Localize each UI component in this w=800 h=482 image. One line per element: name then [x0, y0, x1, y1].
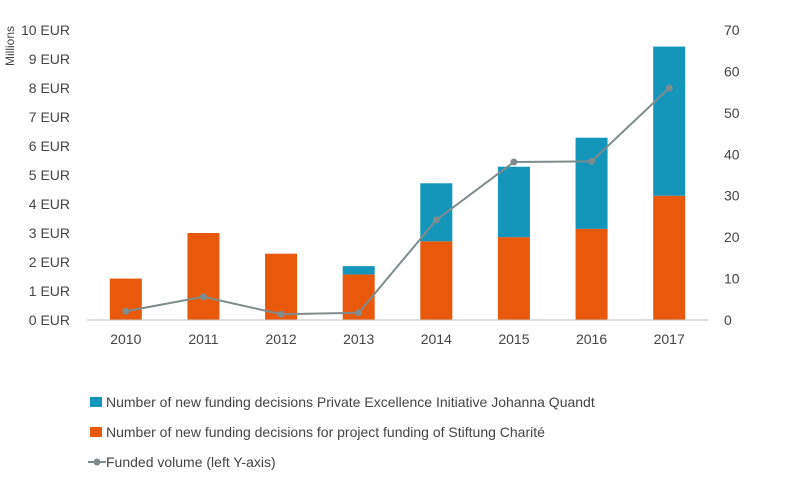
- funded-volume-point-2012: [277, 310, 285, 318]
- legend-label: Funded volume (left Y-axis): [106, 454, 276, 470]
- left-axis-tick-label: 3 EUR: [29, 225, 70, 241]
- bar-charite-2014: [420, 241, 453, 320]
- x-axis-tick-label: 2013: [343, 331, 374, 347]
- funded-volume-point-2010: [122, 307, 130, 315]
- x-axis-tick-label: 2010: [110, 331, 141, 347]
- legend-label: Number of new funding decisions for proj…: [106, 424, 545, 440]
- left-axis-tick-label: 1 EUR: [29, 283, 70, 299]
- right-axis-tick-label: 40: [724, 146, 740, 162]
- legend-label: Number of new funding decisions Private …: [106, 394, 595, 410]
- funded-volume-point-2011: [199, 293, 207, 301]
- funded-volume-line: [125, 87, 670, 316]
- x-axis-tick-label: 2017: [654, 331, 685, 347]
- bar-quandt-2017: [653, 46, 686, 196]
- legend-swatch-quandt: [90, 397, 102, 407]
- right-axis-tick-label: 60: [724, 63, 740, 79]
- right-axis-tick-label: 30: [724, 188, 740, 204]
- right-axis-tick-label: 10: [724, 271, 740, 287]
- left-axis-tick-label: 0 EUR: [29, 312, 70, 328]
- bar-charite-2015: [497, 237, 530, 320]
- x-axis-tick-label: 2012: [265, 331, 296, 347]
- bar-charite-2016: [575, 228, 608, 320]
- legend-line-marker: [93, 458, 101, 466]
- bar-charite-2011: [187, 233, 220, 320]
- left-axis-tick-label: 9 EUR: [29, 51, 70, 67]
- funded-volume-point-2015: [510, 158, 518, 166]
- left-axis-tick-label: 4 EUR: [29, 196, 70, 212]
- funded-volume-point-2013: [355, 309, 363, 317]
- funded-volume-point-2016: [588, 157, 596, 165]
- bar-quandt-2013: [342, 266, 375, 275]
- bar-quandt-2016: [575, 137, 608, 229]
- legend-swatch-charite: [90, 427, 102, 437]
- left-axis-tick-label: 8 EUR: [29, 80, 70, 96]
- left-axis-title: Millions: [3, 26, 17, 66]
- bar-quandt-2015: [497, 166, 530, 238]
- left-axis-tick-label: 6 EUR: [29, 138, 70, 154]
- funded-volume-point-2017: [665, 84, 673, 92]
- right-axis-tick-label: 70: [724, 22, 740, 38]
- x-axis-tick-label: 2011: [188, 331, 218, 347]
- bar-charite-2017: [653, 195, 686, 320]
- x-axis-tick-label: 2015: [498, 331, 529, 347]
- x-axis-tick-label: 2014: [421, 331, 452, 347]
- left-axis-tick-label: 5 EUR: [29, 167, 70, 183]
- right-axis-tick-label: 0: [724, 312, 732, 328]
- left-axis-tick-label: 2 EUR: [29, 254, 70, 270]
- left-axis-tick-label: 10 EUR: [21, 22, 70, 38]
- funded-volume-point-2014: [432, 216, 440, 224]
- bar-charite-2012: [265, 253, 298, 320]
- right-axis-tick-label: 20: [724, 229, 740, 245]
- left-axis-tick-label: 7 EUR: [29, 109, 70, 125]
- right-axis-tick-label: 50: [724, 105, 740, 121]
- x-axis-tick-label: 2016: [576, 331, 607, 347]
